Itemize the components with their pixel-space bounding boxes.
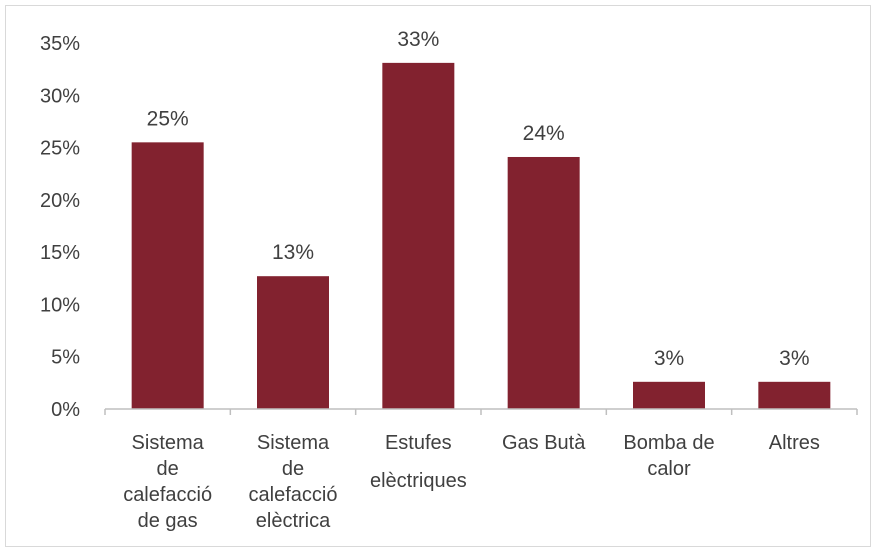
bar bbox=[131, 142, 204, 410]
bar bbox=[758, 381, 831, 409]
data-label: 3% bbox=[654, 347, 684, 370]
y-tick-label: 0% bbox=[51, 399, 80, 421]
x-tick-label: Estufes elèctriques bbox=[370, 432, 467, 492]
y-tick-label: 10% bbox=[40, 294, 80, 316]
y-tick-label: 20% bbox=[40, 190, 80, 212]
y-tick-label: 5% bbox=[51, 347, 80, 369]
y-axis: 0% 5% 10% 15% 20% 25% 30% 35% bbox=[40, 33, 80, 421]
data-label: 24% bbox=[523, 122, 565, 145]
bars bbox=[131, 62, 831, 410]
x-tick-label: Sistema de calefacció de gas bbox=[123, 432, 212, 532]
y-tick-label: 35% bbox=[40, 33, 80, 55]
x-tick-label: Altres bbox=[769, 432, 820, 454]
data-labels: 25% 13% 33% 24% 3% 3% bbox=[147, 28, 810, 370]
data-label: 13% bbox=[272, 241, 314, 264]
x-axis: Sistema de calefacció de gas Sistema de calefa… bbox=[104, 408, 858, 532]
x-tick-label: Bomba de calor bbox=[623, 432, 714, 480]
bar bbox=[633, 381, 705, 409]
bar bbox=[257, 276, 329, 409]
bar bbox=[507, 156, 580, 409]
y-tick-label: 30% bbox=[40, 85, 80, 107]
y-tick-label: 15% bbox=[40, 242, 80, 264]
y-tick-label: 25% bbox=[40, 138, 80, 160]
x-tick-label: Sistema de calefacció elèctrica bbox=[249, 432, 338, 532]
x-tick-label: Gas Butà bbox=[502, 432, 586, 454]
data-label: 33% bbox=[397, 28, 439, 51]
data-label: 3% bbox=[779, 347, 809, 370]
data-label: 25% bbox=[147, 107, 189, 130]
bar bbox=[382, 62, 455, 410]
